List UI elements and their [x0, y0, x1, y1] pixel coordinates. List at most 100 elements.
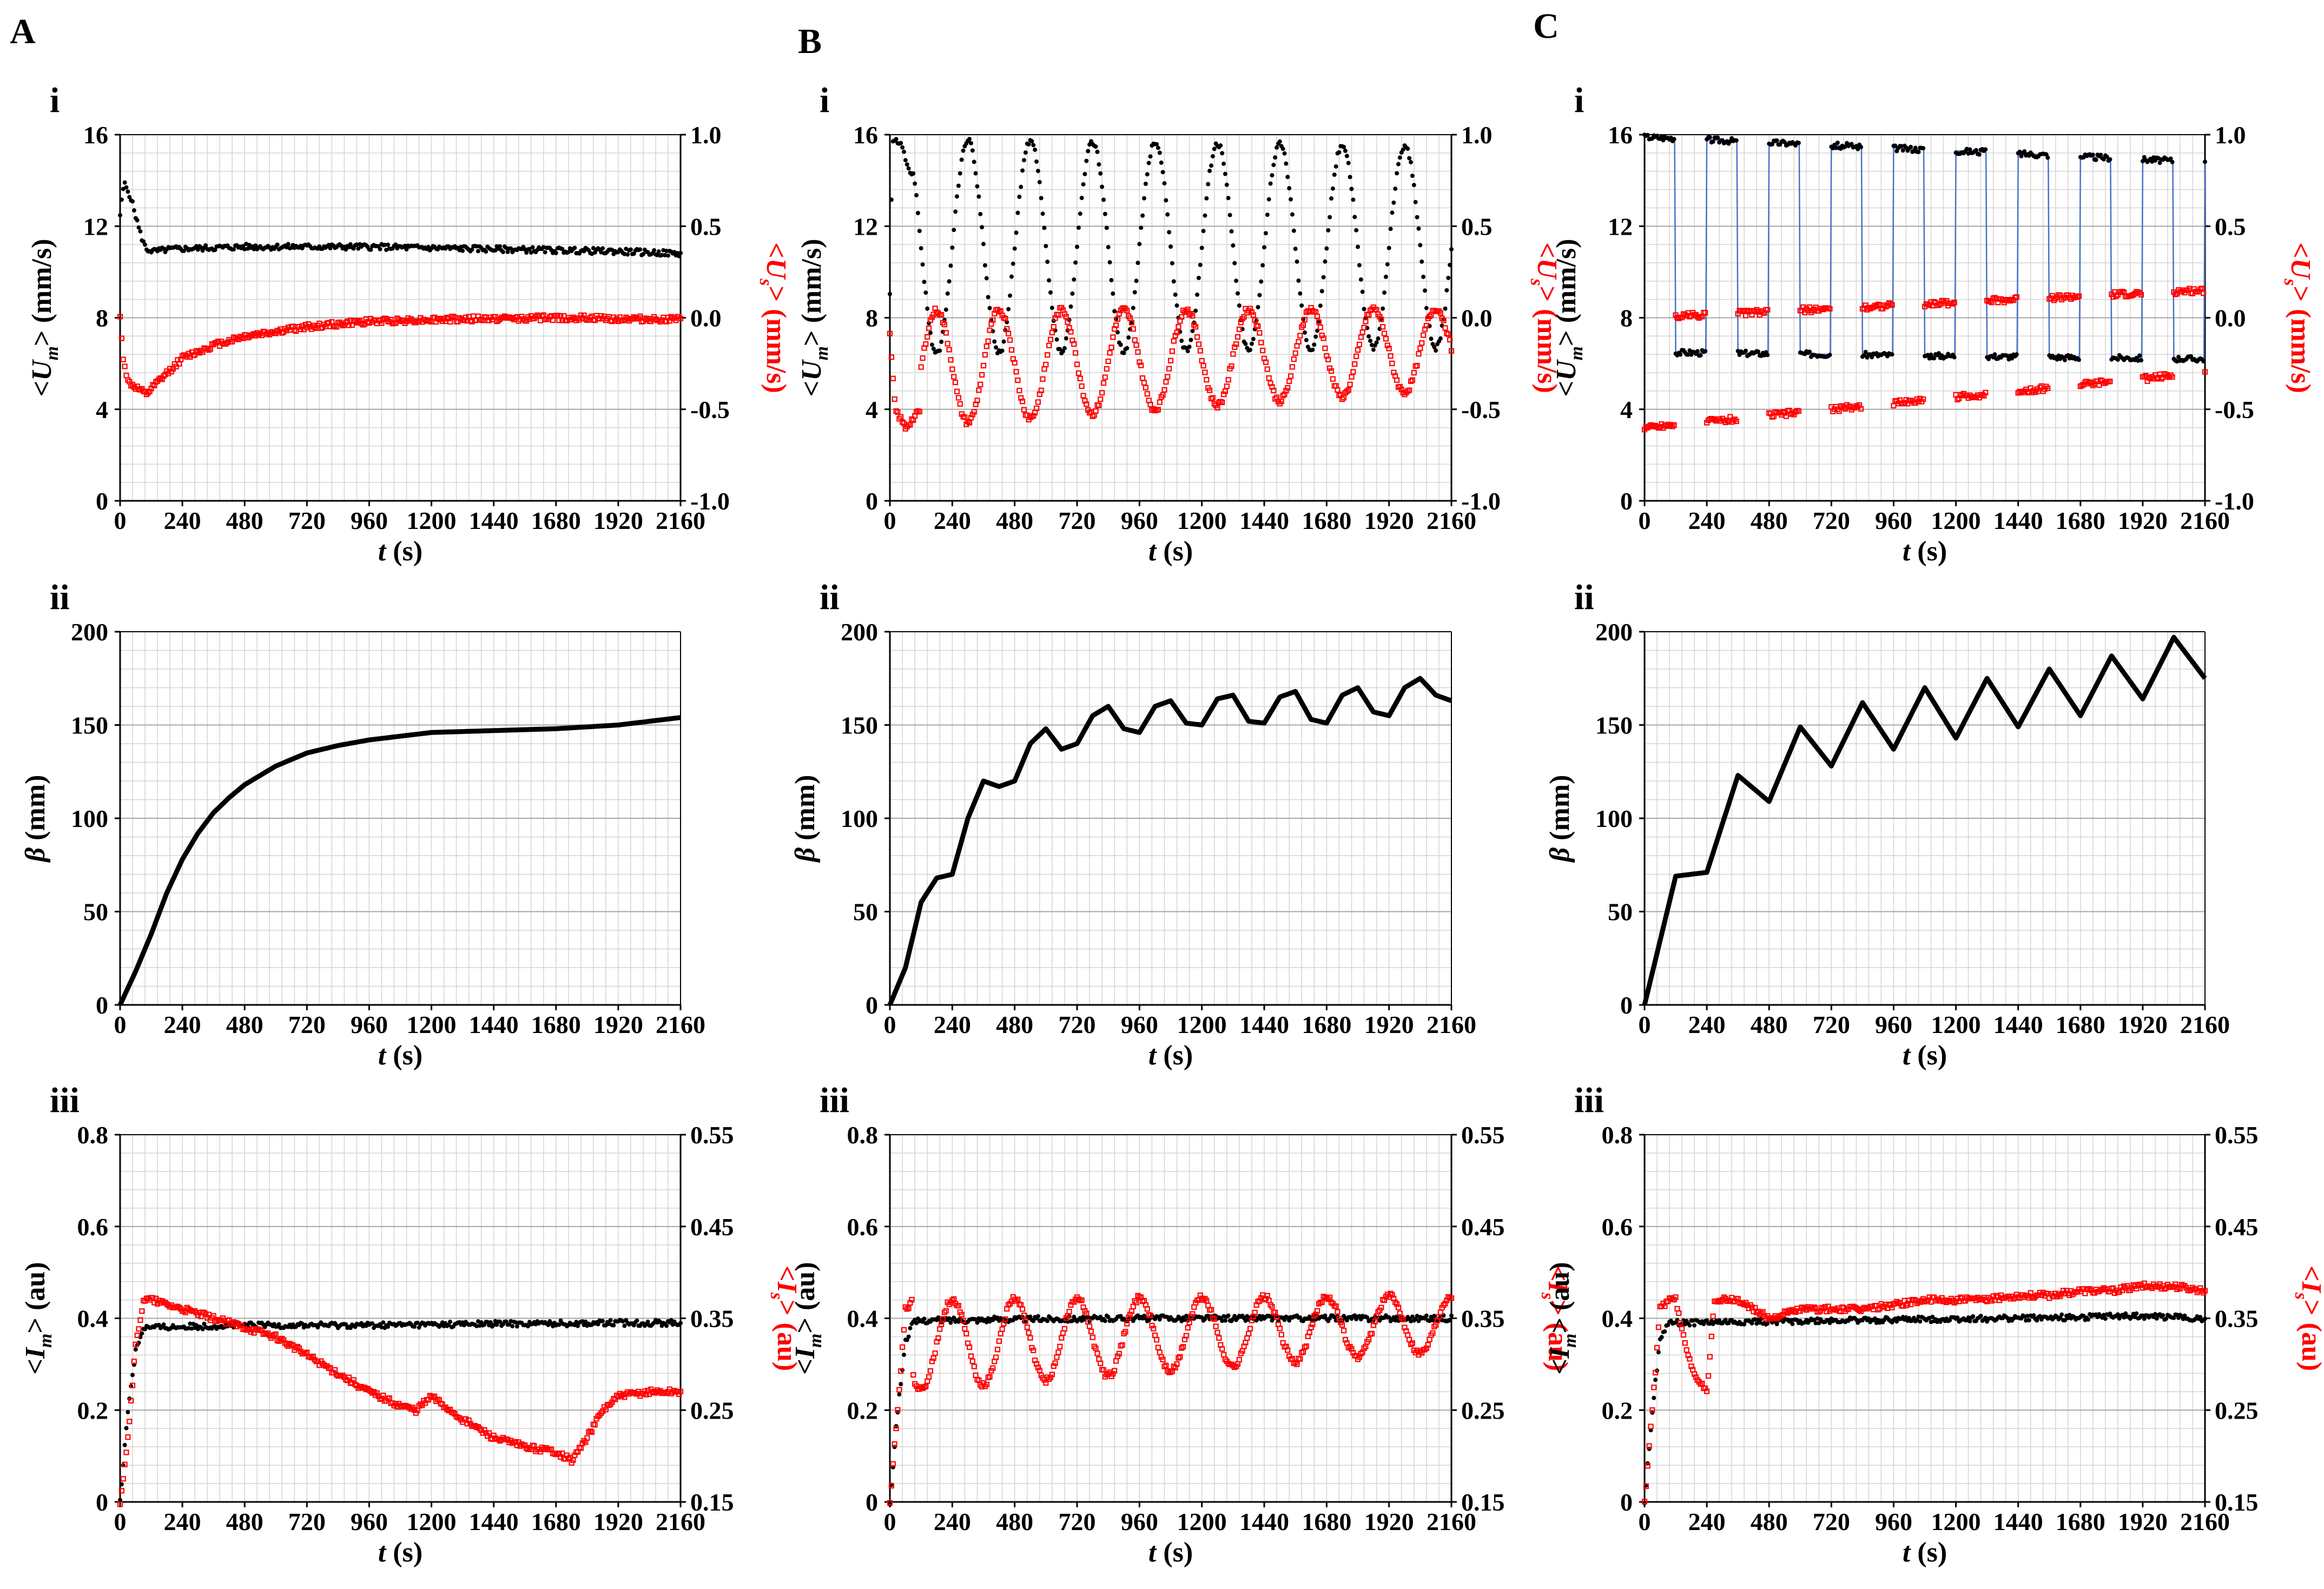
- data-point: [1423, 323, 1429, 329]
- data-point: [1369, 1330, 1375, 1336]
- data-point: [1016, 387, 1022, 394]
- data-point: [962, 414, 968, 420]
- x-tick-label: 0: [884, 507, 896, 534]
- data-point: [898, 414, 904, 420]
- data-point: [1118, 1343, 1124, 1349]
- data-point: [514, 1324, 519, 1329]
- data-point: [957, 401, 963, 407]
- y2-tick-label: -0.5: [2215, 396, 2254, 423]
- data-point: [1080, 393, 1086, 399]
- data-point: [939, 1321, 945, 1327]
- data-point: [1357, 263, 1362, 268]
- data-point: [491, 1432, 497, 1439]
- data-point: [1358, 1317, 1363, 1322]
- y-tick-label: 16: [83, 121, 108, 149]
- data-point: [992, 339, 997, 344]
- data-point: [1449, 247, 1454, 251]
- data-point: [1014, 230, 1019, 235]
- data-point: [1422, 326, 1428, 332]
- data-point: [307, 1354, 313, 1360]
- data-point: [1021, 158, 1026, 163]
- data-point: [1149, 1322, 1155, 1329]
- data-point: [1971, 1314, 1976, 1319]
- data-point: [510, 1324, 515, 1329]
- data-point: [138, 229, 143, 234]
- data-point: [1169, 1368, 1175, 1374]
- data-point: [1723, 1317, 1728, 1322]
- data-point: [129, 1382, 136, 1388]
- data-point: [1955, 1315, 1960, 1320]
- data-point: [368, 247, 373, 252]
- data-point: [1167, 1369, 1174, 1375]
- data-point: [1232, 1314, 1237, 1319]
- data-point: [1377, 314, 1383, 320]
- data-point: [1442, 1301, 1448, 1307]
- data-point: [162, 1300, 168, 1306]
- data-point: [622, 1323, 627, 1328]
- data-point: [1424, 306, 1429, 310]
- y2-tick-label: 1.0: [2215, 121, 2246, 149]
- data-point: [1319, 333, 1325, 339]
- panel-letter-B: B: [798, 22, 822, 61]
- data-point: [1833, 145, 1838, 150]
- data-point: [1233, 341, 1239, 347]
- data-point: [1410, 1314, 1415, 1319]
- data-point: [1141, 196, 1146, 201]
- data-point: [1033, 1361, 1040, 1367]
- data-point: [154, 1301, 161, 1307]
- data-point: [1711, 140, 1715, 144]
- data-point: [1269, 384, 1275, 390]
- data-point: [1071, 341, 1077, 347]
- data-point: [1179, 314, 1185, 320]
- x-tick-label: 480: [1751, 1508, 1788, 1535]
- data-point: [428, 1394, 434, 1400]
- data-point: [1068, 329, 1074, 335]
- y2-tick-label: 1.0: [690, 121, 722, 149]
- data-point: [1308, 1325, 1314, 1330]
- data-point: [896, 1387, 902, 1393]
- data-point: [1273, 1314, 1280, 1320]
- data-point: [1407, 387, 1412, 393]
- data-point: [589, 1429, 595, 1435]
- data-point: [2201, 290, 2207, 296]
- data-point: [1968, 1319, 1972, 1323]
- row-label-iii: iii: [820, 1081, 849, 1120]
- data-point: [1887, 301, 1893, 307]
- series-primary: [118, 1317, 683, 1502]
- data-point: [2035, 1318, 2039, 1323]
- data-point: [320, 325, 326, 330]
- y-axis-label-unit: (mm): [1544, 775, 1575, 848]
- data-point: [123, 373, 129, 379]
- data-point: [1324, 353, 1330, 359]
- y-tick-label: 200: [841, 618, 878, 646]
- data-point: [1130, 1303, 1136, 1309]
- data-point: [2120, 289, 2125, 295]
- data-point: [1257, 330, 1263, 336]
- data-point: [1303, 309, 1309, 315]
- x-tick-label: 0: [884, 1011, 896, 1038]
- data-point: [448, 1319, 453, 1324]
- data-point: [1411, 183, 1416, 188]
- data-point: [980, 362, 987, 369]
- y2-axis-label-post: > (mm/s): [761, 286, 791, 393]
- data-point: [1427, 1336, 1432, 1342]
- data-point: [1073, 350, 1079, 356]
- data-point: [983, 1381, 989, 1387]
- data-point: [1195, 292, 1200, 297]
- data-point: [1831, 146, 1836, 151]
- data-point: [1337, 150, 1342, 155]
- data-point: [1073, 260, 1078, 265]
- x-axis-label: t (s): [1148, 536, 1193, 567]
- data-point: [1007, 337, 1013, 343]
- data-point: [446, 1322, 451, 1327]
- data-point: [1420, 259, 1424, 264]
- data-point: [130, 199, 135, 204]
- data-point: [2026, 1318, 2031, 1323]
- x-tick-label: 2160: [1427, 1508, 1476, 1535]
- series-secondary: [887, 304, 1455, 432]
- data-point: [1173, 292, 1178, 297]
- data-point: [975, 184, 980, 189]
- data-point: [1015, 210, 1020, 215]
- data-point: [1647, 1447, 1652, 1452]
